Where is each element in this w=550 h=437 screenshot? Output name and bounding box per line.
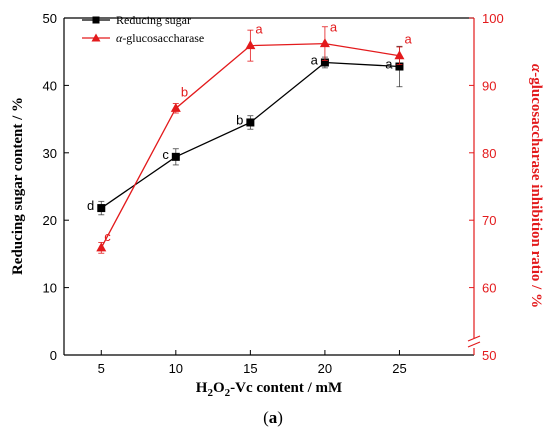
reducing-sugar-sig-label-2: b xyxy=(236,112,243,127)
legend-item-reducing-sugar: Reducing sugar xyxy=(82,13,191,27)
glucosaccharase-point-2 xyxy=(245,40,256,50)
legend: Reducing sugar α-glucosaccharase xyxy=(82,13,204,45)
glucosaccharase-sig-label-4: a xyxy=(404,32,412,47)
reducing-sugar-point-0 xyxy=(97,204,106,213)
glucosaccharase-point-4 xyxy=(394,50,405,60)
y-ticks-right: 50 60 70 80 90 100 xyxy=(469,11,504,363)
axis-break-marker xyxy=(467,335,481,348)
reducing-sugar-sig-label-1: c xyxy=(162,147,169,162)
y-axis-left-title: Reducing sugar content / % xyxy=(10,97,26,275)
glucosaccharase-sig-label-1: b xyxy=(181,84,188,99)
reducing-sugar-point-4 xyxy=(395,62,404,71)
y-right-tick-label-80: 80 xyxy=(482,146,496,161)
glucosaccharase-line xyxy=(100,42,400,249)
glucosaccharase-sig-label-2: a xyxy=(255,22,263,37)
x-tick-label-5: 5 xyxy=(98,361,105,376)
y-right-tick-label-90: 90 xyxy=(482,78,496,93)
x-tick-label-15: 15 xyxy=(243,361,257,376)
x-tick-label-20: 20 xyxy=(318,361,332,376)
reducing-sugar-line xyxy=(100,61,400,209)
reducing-sugar-point-3 xyxy=(320,58,329,67)
x-tick-label-25: 25 xyxy=(392,361,406,376)
y-right-tick-label-70: 70 xyxy=(482,213,496,228)
legend-item-glucosaccharase: α-glucosaccharase xyxy=(82,31,204,45)
y-left-tick-label-20: 20 xyxy=(43,213,57,228)
figure-caption: (a) xyxy=(263,408,283,427)
glucosaccharase-point-0 xyxy=(96,242,107,252)
y-left-tick-label-40: 40 xyxy=(43,78,57,93)
x-tick-label-10: 10 xyxy=(169,361,183,376)
legend-label-glucosaccharase: α-glucosaccharase xyxy=(116,31,204,45)
y-right-tick-label-100: 100 xyxy=(482,11,504,26)
x-axis-title: H2O2-Vc content / mM xyxy=(196,380,342,399)
glucosaccharase-sig-label-0: c xyxy=(104,229,111,244)
legend-label-reducing-sugar: Reducing sugar xyxy=(116,13,191,27)
y-left-tick-label-50: 50 xyxy=(43,11,57,26)
reducing-sugar-point-1 xyxy=(171,152,180,161)
reducing-sugar-point-2 xyxy=(246,118,255,127)
y-right-tick-label-50: 50 xyxy=(482,348,496,363)
y-left-tick-label-30: 30 xyxy=(43,146,57,161)
y-axis-right-title: α-glucosaccharase inhibition ratio / % xyxy=(528,64,544,308)
y-left-tick-label-10: 10 xyxy=(43,281,57,296)
glucosaccharase-sig-label-3: a xyxy=(330,20,338,35)
y-left-tick-label-0: 0 xyxy=(50,348,57,363)
reducing-sugar-sig-label-3: a xyxy=(311,52,319,67)
y-ticks-left: 0 10 20 30 40 50 xyxy=(43,11,69,363)
x-ticks: 5 10 15 20 25 xyxy=(98,350,407,376)
glucosaccharase-point-3 xyxy=(319,38,330,48)
glucosaccharase-point-1 xyxy=(170,102,181,112)
reducing-sugar-sig-label-4: a xyxy=(385,57,393,72)
y-right-tick-label-60: 60 xyxy=(482,281,496,296)
legend-triangle-marker xyxy=(91,33,101,42)
reducing-sugar-sig-label-0: d xyxy=(87,198,94,213)
legend-square-marker xyxy=(92,16,100,24)
